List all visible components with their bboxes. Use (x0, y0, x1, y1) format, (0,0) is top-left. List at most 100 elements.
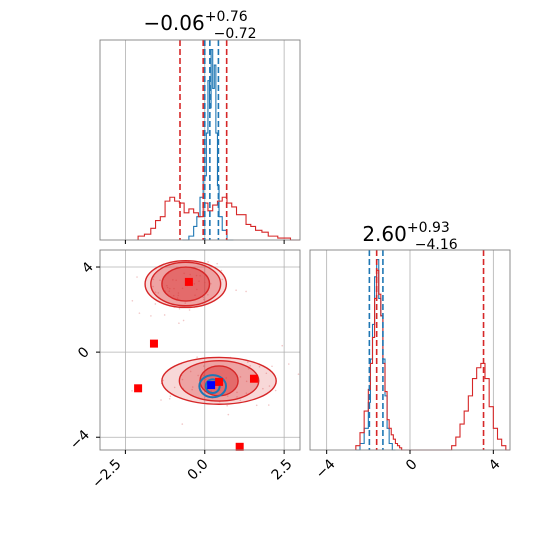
joint-scatter-point (191, 386, 194, 388)
joint-scatter-point (268, 385, 271, 387)
blue-marker-0 (207, 381, 216, 390)
hist-param-1-ticks (124, 240, 285, 244)
joint-scatter-point (160, 399, 162, 401)
joint-scatter-point (178, 322, 180, 324)
joint-scatter-point (227, 413, 230, 416)
hist-param-2-title-plus: +0.93 (407, 220, 450, 236)
hist-param-2-title-value: 2.60 (362, 222, 407, 246)
joint-scatter-point (196, 288, 198, 291)
hist1-hist-series-1 (137, 196, 300, 241)
joint-scatter-point (152, 278, 155, 281)
joint-scatter-point (226, 395, 229, 397)
joint-ticks (96, 266, 285, 454)
joint-scatter-point (189, 273, 191, 276)
joint-scatter-point (204, 378, 207, 381)
joint-scatter-point (181, 378, 184, 381)
joint-scatter-point (202, 374, 205, 377)
joint-scatter-point (175, 279, 177, 282)
hist1-hist-series-0 (182, 48, 234, 241)
joint-frame (99, 249, 301, 451)
red-marker-5 (235, 442, 244, 451)
joint-scatter-point (225, 377, 228, 379)
joint-scatter-point (194, 294, 196, 296)
joint-scatter-point (297, 373, 300, 375)
x-tick-label-2-5: 2.5 (269, 456, 296, 483)
joint-scatter-point (159, 279, 161, 281)
joint-x-tick-labels: −2.5 0.0 2.5 (89, 456, 295, 491)
joint-scatter-point (262, 387, 264, 390)
hist-param-1-panel: −0.06+0.76 −0.72 (99, 9, 301, 244)
joint-scatter-point (197, 374, 199, 377)
joint-scatter-point (162, 379, 164, 382)
joint-scatter-point (202, 298, 205, 301)
joint-y-tick-labels: 4 0 −4 (67, 259, 97, 453)
hist-param-2-title-minus: −4.16 (415, 237, 458, 253)
joint-scatter-point (189, 370, 192, 373)
hist-param-2-x-tick-labels: −4 0 4 (313, 456, 504, 482)
hist2-hist-series-1 (355, 269, 510, 451)
hist-param-2-steps (355, 258, 510, 451)
hist2-x-tick-label-0: 0 (403, 456, 421, 474)
y-tick-label-neg4: −4 (67, 427, 93, 453)
joint-scatter-point (166, 286, 169, 289)
red-marker-3 (215, 377, 224, 386)
joint-scatter-point (236, 396, 238, 398)
hist-param-1-title-plus: +0.76 (205, 9, 248, 25)
joint-scatter-point (207, 293, 209, 296)
joint-scatter-point (210, 390, 213, 392)
joint-scatter-point (172, 294, 175, 297)
joint-scatter-point (287, 363, 290, 365)
y-tick-label-4: 4 (79, 259, 97, 277)
joint-scatter-point (245, 392, 248, 394)
joint-scatter-point (188, 309, 191, 311)
joint-scatter-point (220, 269, 223, 272)
joint-markers (134, 277, 258, 451)
joint-scatter-point (166, 284, 168, 287)
hist-param-1-title: −0.06+0.76 −0.72 (143, 9, 256, 42)
red-marker-4 (249, 374, 258, 383)
joint-scatter-point (245, 290, 247, 293)
joint-scatter-point (176, 297, 179, 299)
joint-scatter-point (131, 390, 133, 392)
joint-scatter-point (226, 404, 228, 407)
joint-param-1-2-panel: −2.5 0.0 2.5 4 0 −4 (67, 249, 301, 492)
joint-scatter-point (136, 276, 138, 278)
joint-blue-contours (198, 374, 228, 399)
hist-param-1-title-minus: −0.72 (214, 26, 257, 42)
joint-scatter-point (168, 290, 171, 293)
x-tick-label-0-0: 0.0 (185, 456, 212, 483)
hist-param-2-ticks (326, 450, 494, 454)
joint-scatter-point (182, 319, 185, 322)
red-marker-1 (149, 339, 158, 348)
joint-scatter-point (154, 291, 157, 293)
blue-contour-0-0 (204, 378, 221, 394)
joint-scatter-point (199, 274, 201, 277)
red-marker-2 (134, 384, 143, 393)
joint-scatter-point (168, 287, 171, 290)
hist-param-2-panel: 2.60+0.93 −4.16 −4 0 4 (309, 220, 511, 482)
joint-scatter-point (246, 361, 249, 363)
joint-scatter-point (210, 282, 212, 285)
hist-param-2-gridlines (326, 250, 494, 450)
joint-gridlines (100, 250, 300, 450)
joint-scatter-point (281, 344, 284, 347)
joint-scatter-point (172, 279, 174, 281)
hist2-x-tick-label-neg4: −4 (313, 456, 339, 482)
hist-param-1-quantile-lines (179, 40, 228, 240)
joint-scatter-point (193, 283, 196, 285)
joint-scatter-point (191, 388, 193, 391)
hist-param-1-frame (99, 39, 301, 241)
joint-scatter-point (221, 278, 224, 281)
joint-scatter-point (258, 365, 261, 368)
joint-scatter-point (196, 356, 198, 358)
joint-scatter-point (178, 307, 181, 310)
joint-scatter-point (150, 315, 152, 317)
joint-scatter-point (195, 274, 198, 277)
joint-scatter-point (265, 372, 268, 375)
hist-param-2-quantile-lines (368, 250, 485, 450)
joint-scatter-point (236, 391, 238, 394)
x-tick-label-neg2-5: −2.5 (89, 456, 124, 491)
hist2-x-tick-label-4: 4 (486, 456, 504, 474)
joint-scatter-point (177, 292, 180, 294)
